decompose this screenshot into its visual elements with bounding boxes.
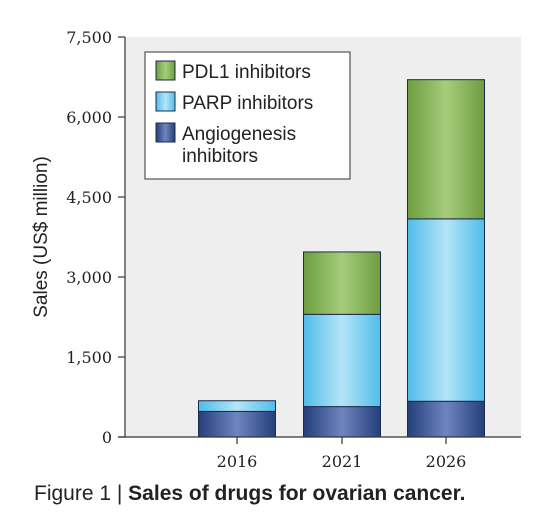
bar-segment	[303, 251, 381, 315]
x-tick-label: 2026	[426, 452, 467, 471]
y-axis-title: Sales (US$ million)	[31, 156, 52, 318]
bar-segment	[407, 400, 485, 438]
y-ticks: 0 1,500 3,000 4,500 6,000 7,500	[66, 28, 125, 447]
legend-label: Angiogenesis inhibitors	[182, 124, 296, 167]
legend-swatch	[155, 91, 176, 112]
legend-swatch	[155, 122, 176, 143]
bar-segment	[303, 313, 381, 408]
y-tick-label: 6,000	[66, 108, 112, 127]
bar-segment	[198, 400, 276, 412]
y-tick-label: 3,000	[66, 268, 112, 287]
legend: PDL1 inhibitors PARP inhibitors Angiogenes…	[144, 51, 351, 180]
legend-swatch	[155, 60, 176, 81]
caption-label: Figure 1 |	[34, 482, 129, 505]
bars	[198, 79, 485, 438]
y-tick-label: 4,500	[66, 188, 112, 207]
legend-box	[144, 51, 351, 180]
x-ticks: 2016 2021 2026	[217, 437, 467, 471]
caption-text: Sales of drugs for ovarian cancer.	[128, 482, 466, 505]
x-tick-label: 2016	[217, 452, 258, 471]
legend-label: PARP inhibitors	[182, 93, 313, 114]
x-tick-label: 2021	[322, 452, 363, 471]
figure-caption: Figure 1 | Sales of drugs for ovarian ca…	[34, 482, 465, 506]
bar-segment	[198, 410, 276, 438]
legend-label: PDL1 inhibitors	[182, 62, 311, 83]
bar-segment	[407, 79, 485, 220]
y-tick-label: 1,500	[66, 348, 112, 367]
bar-segment	[303, 406, 381, 438]
y-tick-label: 7,500	[66, 28, 112, 47]
bar-segment	[407, 218, 485, 402]
y-tick-label: 0	[102, 428, 112, 447]
